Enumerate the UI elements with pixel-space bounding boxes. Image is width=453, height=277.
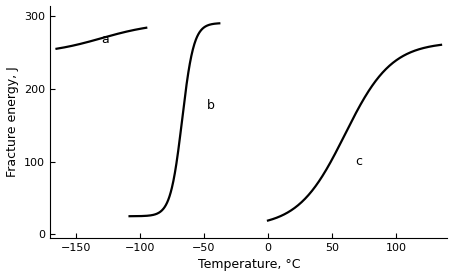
Text: a: a (101, 33, 109, 46)
Y-axis label: Fracture energy, J: Fracture energy, J (5, 66, 19, 177)
Text: b: b (207, 99, 214, 112)
X-axis label: Temperature, °C: Temperature, °C (198, 258, 300, 271)
Text: c: c (355, 155, 362, 168)
